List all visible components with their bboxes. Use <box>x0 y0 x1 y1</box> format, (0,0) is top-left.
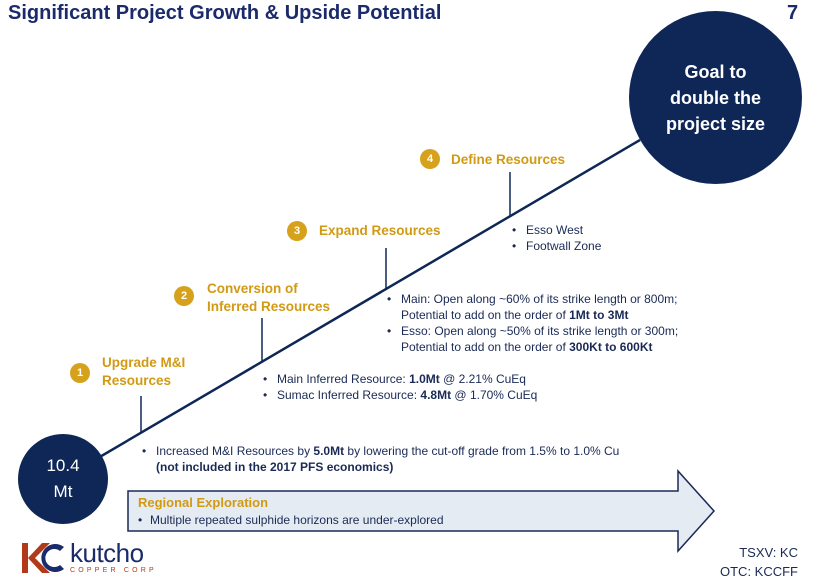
step-2-bullets: • Main Inferred Resource: 1.0Mt @ 2.21% C… <box>263 371 537 403</box>
growth-line <box>97 138 641 460</box>
kutcho-logo: kutcho COPPER CORP <box>20 538 157 577</box>
step-3-number: 3 <box>287 221 307 241</box>
regional-exploration-title: Regional Exploration <box>138 495 269 510</box>
ticker-symbols: TSXV: KC OTC: KCCFF <box>716 543 798 581</box>
list-item: • Main Inferred Resource: 1.0Mt @ 2.21% C… <box>263 372 526 386</box>
goal-text: Goal to double the project size <box>665 61 766 134</box>
list-item: • Increased M&I Resources by 5.0Mt by low… <box>142 444 620 458</box>
list-item: • Esso West <box>512 223 584 237</box>
slide-title: Significant Project Growth & Upside Pote… <box>8 2 442 24</box>
start-circle: 10.4 Mt <box>18 434 108 524</box>
step-1-number: 1 <box>70 363 90 383</box>
start-unit: Mt <box>53 482 73 501</box>
step-4-bullets: • Esso West • Footwall Zone <box>512 222 601 254</box>
list-item: • Esso: Open along ~50% of its strike len… <box>387 324 679 338</box>
start-value: 10.4 <box>46 456 80 475</box>
list-item: • Sumac Inferred Resource: 4.8Mt @ 1.70% … <box>263 388 538 402</box>
kc-logo-mark-icon <box>22 543 64 573</box>
step-3-bullets: • Main: Open along ~60% of its strike len… <box>387 292 679 354</box>
logo-wordmark: kutcho <box>70 538 144 568</box>
logo-subtitle: COPPER CORP <box>70 567 157 574</box>
ticker-otc: OTC: KCCFF <box>720 564 798 579</box>
step-4-label: Define Resources <box>451 152 566 167</box>
step-4-number: 4 <box>420 149 440 169</box>
step-3-label: Expand Resources <box>319 223 441 238</box>
step-1-label: Upgrade M&I Resources <box>102 355 186 388</box>
step-2-label: Conversion of Inferred Resources <box>207 281 331 314</box>
regional-exploration-arrow <box>127 469 716 553</box>
list-item: • Footwall Zone <box>512 239 602 253</box>
list-item: (not included in the 2017 PFS economics) <box>156 460 394 474</box>
regional-exploration-bullet: • Multiple repeated sulphide horizons are… <box>138 513 444 527</box>
step-1-bullets: • Increased M&I Resources by 5.0Mt by low… <box>142 443 619 475</box>
ticker-tsxv: TSXV: KC <box>739 545 798 560</box>
step-2-number: 2 <box>174 286 194 306</box>
page-number: 7 <box>787 2 799 24</box>
goal-circle: Goal to double the project size <box>629 11 802 184</box>
list-item: • Main: Open along ~60% of its strike len… <box>387 292 678 306</box>
